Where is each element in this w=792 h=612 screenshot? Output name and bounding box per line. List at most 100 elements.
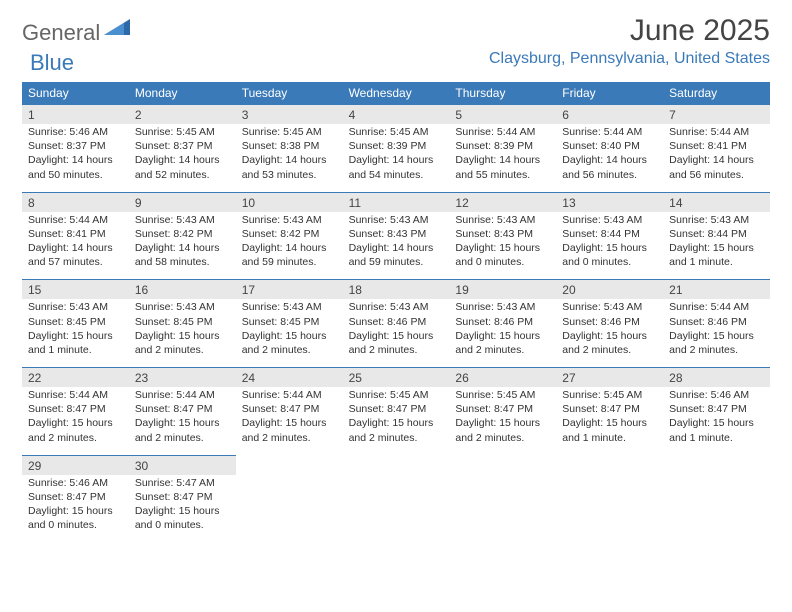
sunset-line: Sunset: 8:41 PM <box>28 227 123 241</box>
day-number: 17 <box>236 280 343 299</box>
sunrise-line: Sunrise: 5:46 AM <box>28 125 123 139</box>
sunrise-line: Sunrise: 5:43 AM <box>455 300 550 314</box>
day-number-cell: 16 <box>129 279 236 299</box>
day-number: 21 <box>663 280 770 299</box>
daylight-line: Daylight: 15 hours and 1 minute. <box>562 416 657 444</box>
week-data-row: Sunrise: 5:46 AM Sunset: 8:47 PM Daylight:… <box>22 475 770 543</box>
sunset-line: Sunset: 8:45 PM <box>242 315 337 329</box>
sunset-line: Sunset: 8:47 PM <box>669 402 764 416</box>
daylight-line: Daylight: 14 hours and 55 minutes. <box>455 153 550 181</box>
daylight-line: Daylight: 14 hours and 53 minutes. <box>242 153 337 181</box>
daylight-line: Daylight: 14 hours and 50 minutes. <box>28 153 123 181</box>
weekday-header-row: Sunday Monday Tuesday Wednesday Thursday… <box>22 82 770 104</box>
daylight-line: Daylight: 14 hours and 54 minutes. <box>349 153 444 181</box>
day-data-cell: Sunrise: 5:45 AMSunset: 8:38 PMDaylight:… <box>236 124 343 192</box>
daylight-line: Daylight: 14 hours and 59 minutes. <box>242 241 337 269</box>
sunrise-line: Sunrise: 5:45 AM <box>562 388 657 402</box>
sunset-line: Sunset: 8:45 PM <box>135 315 230 329</box>
week-data-row: Sunrise: 5:44 AMSunset: 8:47 PMDaylight:… <box>22 387 770 455</box>
sunrise-line: Sunrise: 5:46 AM <box>669 388 764 402</box>
week-data-row: Sunrise: 5:46 AMSunset: 8:37 PMDaylight:… <box>22 124 770 192</box>
day-data-cell: Sunrise: 5:43 AMSunset: 8:43 PMDaylight:… <box>449 212 556 280</box>
day-number: 20 <box>556 280 663 299</box>
daylight-line: Daylight: 15 hours and 2 minutes. <box>349 416 444 444</box>
sunset-line: Sunset: 8:37 PM <box>28 139 123 153</box>
empty-cell <box>556 475 663 543</box>
day-data-cell: Sunrise: 5:46 AMSunset: 8:37 PMDaylight:… <box>22 124 129 192</box>
day-number-cell: 12 <box>449 192 556 212</box>
sunrise-line: Sunrise: 5:44 AM <box>669 300 764 314</box>
sunrise-line: Sunrise: 5:44 AM <box>28 388 123 402</box>
day-number-cell: 28 <box>663 367 770 387</box>
day-number-cell: 7 <box>663 104 770 124</box>
day-number-cell: 3 <box>236 104 343 124</box>
day-number-cell: 1 <box>22 104 129 124</box>
day-number-cell: 6 <box>556 104 663 124</box>
sunset-line: Sunset: 8:47 PM <box>562 402 657 416</box>
week-daynum-row: 1234567 <box>22 104 770 124</box>
day-number-cell: 21 <box>663 279 770 299</box>
day-data-cell: Sunrise: 5:47 AMSunset: 8:47 PMDaylight:… <box>129 475 236 543</box>
day-number-cell: 24 <box>236 367 343 387</box>
weekday-header: Wednesday <box>343 82 450 104</box>
day-data-cell: Sunrise: 5:43 AMSunset: 8:44 PMDaylight:… <box>663 212 770 280</box>
day-number-cell: 27 <box>556 367 663 387</box>
weekday-header: Friday <box>556 82 663 104</box>
daylight-line: Daylight: 14 hours and 56 minutes. <box>562 153 657 181</box>
sunset-line: Sunset: 8:41 PM <box>669 139 764 153</box>
sunrise-line: Sunrise: 5:46 AM <box>28 476 123 490</box>
sunrise-line: Sunrise: 5:45 AM <box>242 125 337 139</box>
day-number-cell: 13 <box>556 192 663 212</box>
day-number-cell: 5 <box>449 104 556 124</box>
daylight-line: Daylight: 15 hours and 1 minute. <box>669 241 764 269</box>
day-data-cell: Sunrise: 5:45 AMSunset: 8:47 PMDaylight:… <box>556 387 663 455</box>
day-number: 9 <box>129 193 236 212</box>
day-number: 14 <box>663 193 770 212</box>
day-number: 8 <box>22 193 129 212</box>
day-data-cell: Sunrise: 5:44 AMSunset: 8:47 PMDaylight:… <box>236 387 343 455</box>
day-data-cell: Sunrise: 5:43 AMSunset: 8:46 PMDaylight:… <box>449 299 556 367</box>
day-number-cell: 17 <box>236 279 343 299</box>
day-number-cell: 15 <box>22 279 129 299</box>
daylight-line: Daylight: 15 hours and 2 minutes. <box>28 416 123 444</box>
day-data-cell: Sunrise: 5:44 AMSunset: 8:41 PMDaylight:… <box>22 212 129 280</box>
daylight-line: Daylight: 15 hours and 2 minutes. <box>349 329 444 357</box>
day-number-cell: 25 <box>343 367 450 387</box>
daylight-line: Daylight: 15 hours and 0 minutes. <box>28 504 123 532</box>
sunset-line: Sunset: 8:47 PM <box>135 490 230 504</box>
sunset-line: Sunset: 8:37 PM <box>135 139 230 153</box>
sunrise-line: Sunrise: 5:45 AM <box>135 125 230 139</box>
logo-triangle-icon <box>104 17 132 43</box>
empty-cell <box>663 475 770 543</box>
daylight-line: Daylight: 15 hours and 2 minutes. <box>135 416 230 444</box>
day-data-cell: Sunrise: 5:44 AMSunset: 8:46 PMDaylight:… <box>663 299 770 367</box>
empty-cell <box>556 455 663 475</box>
day-number: 13 <box>556 193 663 212</box>
day-number-cell: 30 <box>129 455 236 475</box>
daylight-line: Daylight: 15 hours and 2 minutes. <box>242 329 337 357</box>
weekday-header: Saturday <box>663 82 770 104</box>
sunset-line: Sunset: 8:46 PM <box>455 315 550 329</box>
day-data-cell: Sunrise: 5:43 AMSunset: 8:42 PMDaylight:… <box>129 212 236 280</box>
week-daynum-row: 891011121314 <box>22 192 770 212</box>
daylight-line: Daylight: 15 hours and 2 minutes. <box>135 329 230 357</box>
daylight-line: Daylight: 15 hours and 2 minutes. <box>669 329 764 357</box>
day-number: 29 <box>22 456 129 475</box>
day-number: 27 <box>556 368 663 387</box>
daylight-line: Daylight: 14 hours and 59 minutes. <box>349 241 444 269</box>
day-number: 12 <box>449 193 556 212</box>
title-block: June 2025 Claysburg, Pennsylvania, Unite… <box>489 14 770 68</box>
day-number: 6 <box>556 105 663 124</box>
day-number-cell: 29 <box>22 455 129 475</box>
sunrise-line: Sunrise: 5:45 AM <box>349 125 444 139</box>
day-number-cell: 2 <box>129 104 236 124</box>
day-data-cell: Sunrise: 5:45 AMSunset: 8:39 PMDaylight:… <box>343 124 450 192</box>
day-data-cell: Sunrise: 5:44 AMSunset: 8:47 PMDaylight:… <box>129 387 236 455</box>
day-number-cell: 18 <box>343 279 450 299</box>
day-data-cell: Sunrise: 5:44 AMSunset: 8:40 PMDaylight:… <box>556 124 663 192</box>
weekday-header: Sunday <box>22 82 129 104</box>
empty-cell <box>236 455 343 475</box>
daylight-line: Daylight: 15 hours and 2 minutes. <box>455 329 550 357</box>
day-number: 2 <box>129 105 236 124</box>
day-data-cell: Sunrise: 5:46 AMSunset: 8:47 PMDaylight:… <box>663 387 770 455</box>
